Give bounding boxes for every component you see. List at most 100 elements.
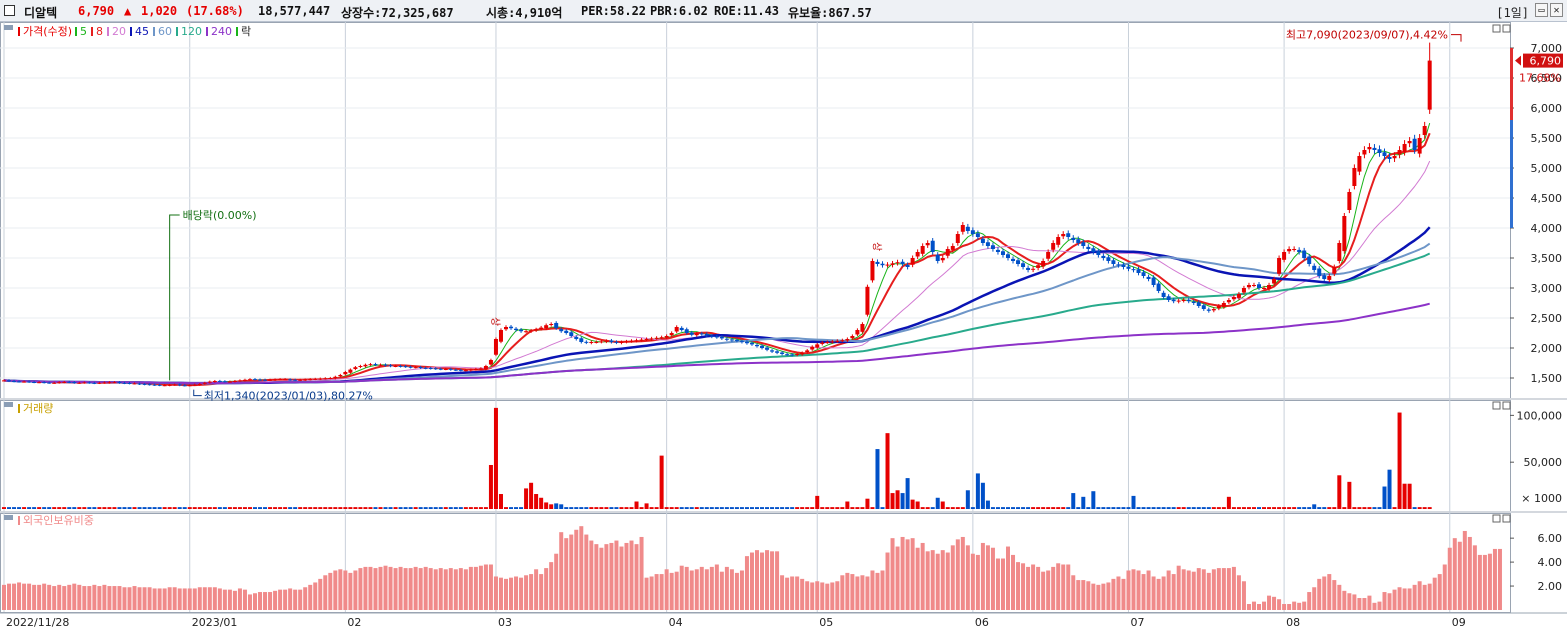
foreign-ratio-bar — [920, 542, 925, 610]
foreign-ratio-bar — [1347, 593, 1352, 610]
volume-bar — [182, 507, 187, 509]
foreign-ratio-bar — [549, 562, 554, 610]
legend-ma-20-swatch — [107, 27, 109, 36]
volume-bar — [820, 507, 825, 509]
volume-bar — [258, 507, 263, 509]
foreign-ratio-bar — [734, 572, 739, 610]
x-tick-label: 2022/11/28 — [6, 616, 69, 629]
foreign-ratio-bar — [1362, 598, 1367, 610]
volume-bar — [975, 473, 980, 509]
candle-body — [413, 367, 418, 369]
candle-body — [579, 338, 584, 342]
foreign-ratio-bar — [770, 551, 775, 610]
foreign-ratio-bar — [288, 588, 293, 610]
candle-body — [242, 379, 247, 381]
volume-bar — [237, 507, 242, 509]
foreign-ratio-bar — [323, 575, 328, 610]
foreign-ratio-bar — [12, 583, 17, 610]
foreign-ratio-bar — [1086, 581, 1091, 610]
foreign-ratio-bar — [1477, 554, 1482, 610]
foreign-ratio-bar — [1357, 598, 1362, 610]
foreign-ratio-bar — [579, 526, 584, 610]
candle-body — [1101, 255, 1106, 258]
candle-body — [980, 238, 985, 243]
volume-bar — [177, 507, 182, 509]
volume-bar — [232, 507, 237, 509]
foreign-ratio-bar — [92, 584, 97, 610]
candle-body — [1236, 294, 1241, 298]
candle-body — [1297, 249, 1302, 252]
foreign-ratio-bar — [328, 572, 333, 610]
foreign-ratio-bar — [293, 589, 298, 610]
volume-bar — [1126, 507, 1131, 509]
volume-bar — [1282, 507, 1287, 509]
foreign-ratio-bar — [1332, 580, 1337, 610]
candle-body — [604, 340, 609, 342]
foreign-ratio-bar — [368, 566, 373, 610]
foreign-ratio-bar — [242, 589, 247, 610]
restore-icon[interactable]: ▭ — [1535, 3, 1548, 17]
volume-bar — [1036, 507, 1041, 509]
foreign-ratio-bar — [308, 584, 313, 610]
price-tick-label: 1,500 — [1531, 372, 1563, 385]
candle-body — [910, 258, 915, 265]
panel-max-icon — [1492, 401, 1501, 410]
volume-bar — [1272, 507, 1277, 509]
volume-bar — [890, 493, 895, 509]
candle-body — [960, 225, 965, 232]
candle-body — [328, 378, 333, 379]
volume-bar — [443, 507, 448, 509]
candle-body — [1206, 309, 1211, 311]
x-tick-label: 2023/01 — [192, 616, 238, 629]
volume-bar — [514, 507, 519, 509]
volume-bar — [1026, 507, 1031, 509]
volume-bar — [1427, 507, 1432, 509]
candle-body — [890, 263, 895, 265]
foreign-ratio-bar — [504, 578, 508, 610]
volume-bar — [308, 507, 313, 509]
select-checkbox[interactable] — [4, 5, 15, 16]
candle-body — [1241, 288, 1246, 293]
volume-bar — [423, 507, 428, 509]
candle-body — [1347, 192, 1352, 210]
candle-body — [162, 385, 167, 387]
candle-body — [534, 329, 539, 331]
candle-body — [333, 376, 338, 379]
dividend-annotation: 배당락(0.00%) — [183, 209, 257, 222]
volume-bar — [107, 507, 112, 509]
foreign-ratio-bar — [1437, 574, 1442, 610]
candle-body — [177, 384, 182, 386]
foreign-ratio-bar — [263, 592, 268, 610]
candle-body — [468, 369, 473, 371]
candle-body — [785, 354, 790, 356]
close-icon[interactable]: ✕ — [1550, 3, 1563, 17]
foreign-ratio-bar — [589, 540, 594, 610]
candle-body — [1181, 300, 1186, 301]
volume-bar — [398, 507, 403, 509]
candle-body — [1171, 299, 1176, 302]
current-price: 6,790 — [78, 4, 115, 18]
foreign-ratio-bar — [790, 576, 795, 610]
foreign-ratio-bar — [835, 581, 840, 610]
foreign-ratio-bar — [247, 594, 252, 610]
volume-bar — [162, 507, 167, 509]
volume-bar — [1327, 507, 1332, 509]
volume-bar — [333, 507, 338, 509]
volume-bar — [408, 507, 413, 509]
foreign-ratio-bar — [910, 538, 915, 610]
stock-name: 디알텍 — [24, 6, 58, 20]
foreign-ratio-bar — [438, 568, 443, 610]
volume-bar — [1226, 496, 1231, 509]
candle-body — [67, 381, 72, 383]
foreign-ratio-bar — [313, 582, 318, 610]
period-selector[interactable]: [1일] — [1496, 6, 1529, 20]
candle-body — [569, 332, 574, 336]
volume-bar — [1352, 507, 1357, 509]
foreign-ratio-bar — [423, 566, 428, 610]
volume-bar — [865, 498, 870, 509]
foreign-ratio-bar — [1482, 554, 1487, 610]
foreign-ratio-bar — [132, 586, 137, 610]
candle-body — [1151, 277, 1156, 285]
volume-bar — [473, 507, 478, 509]
legend-ma-20: 20 — [112, 25, 126, 38]
